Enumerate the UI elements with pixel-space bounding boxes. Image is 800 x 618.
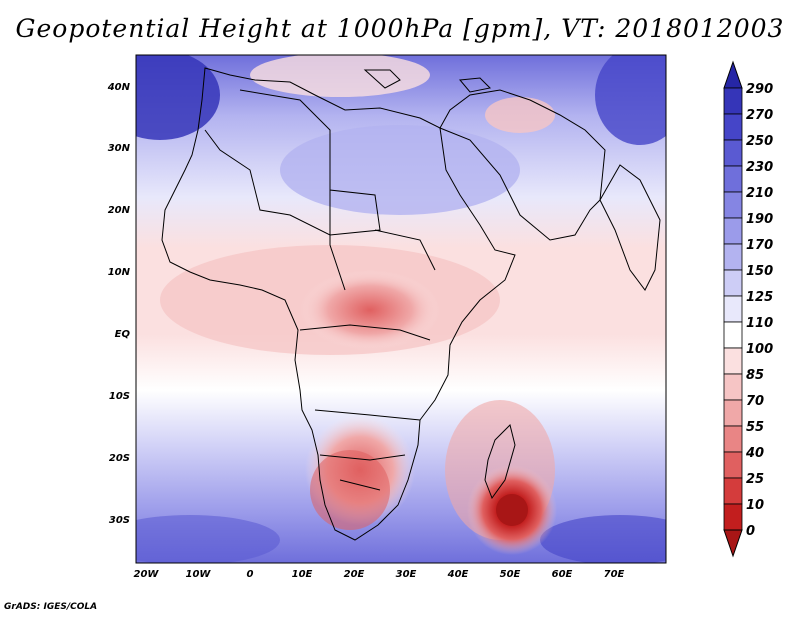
lat-label: EQ	[115, 329, 131, 340]
lon-label: 0	[247, 569, 254, 580]
colorbar-label: 55	[746, 420, 764, 435]
coastlines	[161, 67, 661, 541]
colorbar-segment	[723, 347, 743, 375]
lat-label: 40N	[107, 82, 131, 93]
colorbar: 2902702502302101901701501251101008570554…	[723, 60, 773, 558]
lon-label: 10E	[292, 569, 313, 580]
lat-label: 30N	[108, 143, 131, 154]
colorbar-segment	[723, 451, 743, 479]
latitude-axis: 40N 30N 20N 10N EQ 10S 20S 30S	[107, 82, 131, 526]
map-title: Geopotential Height at 1000hPa [gpm], VT…	[15, 14, 785, 43]
colorbar-segment	[723, 399, 743, 427]
lon-label: 60E	[552, 569, 573, 580]
colorbar-label: 125	[746, 290, 773, 305]
lon-label: 20W	[134, 569, 160, 580]
lat-label: 10S	[109, 391, 130, 402]
colorbar-label: 210	[746, 186, 773, 201]
colorbar-segment	[723, 243, 743, 271]
colorbar-label: 150	[746, 264, 773, 279]
colorbar-segment	[723, 87, 743, 115]
colorbar-top-arrow	[723, 60, 743, 89]
colorbar-segment	[723, 217, 743, 245]
colorbar-label: 0	[746, 524, 755, 539]
colorbar-segment	[723, 477, 743, 505]
colorbar-segment	[723, 425, 743, 453]
colorbar-segment	[723, 139, 743, 167]
colorbar-label: 85	[746, 368, 764, 383]
lat-label: 30S	[109, 515, 130, 526]
grads-credit: GrADS: IGES/COLA	[4, 602, 98, 612]
lon-label: 10W	[186, 569, 212, 580]
colorbar-label: 290	[746, 82, 773, 97]
colorbar-segment	[723, 503, 743, 531]
lon-label: 40E	[447, 569, 469, 580]
lat-label: 20S	[109, 453, 130, 464]
colorbar-segment	[723, 269, 743, 297]
colorbar-label: 110	[746, 316, 773, 331]
colorbar-label: 100	[746, 342, 773, 357]
colorbar-label: 25	[746, 472, 764, 487]
colorbar-label: 190	[746, 212, 773, 227]
colorbar-label: 270	[746, 108, 773, 123]
lat-label: 20N	[108, 205, 131, 216]
colorbar-segment	[723, 191, 743, 219]
plot-frame	[135, 54, 667, 564]
colorbar-label: 170	[746, 238, 773, 253]
colorbar-segment	[723, 373, 743, 401]
colorbar-segment	[723, 321, 743, 349]
colorbar-label: 10	[746, 498, 764, 513]
colorbar-label: 70	[746, 394, 764, 409]
height-field	[136, 55, 666, 563]
colorbar-bottom-arrow	[723, 529, 743, 558]
colorbar-label: 40	[745, 446, 764, 461]
colorbar-segment	[723, 295, 743, 323]
longitude-axis: 20W 10W 0 10E 20E 30E 40E 50E 60E 70E	[134, 569, 625, 580]
colorbar-label: 250	[746, 134, 773, 149]
colorbar-segment	[723, 113, 743, 141]
lon-label: 30E	[396, 569, 417, 580]
colorbar-segment	[723, 165, 743, 193]
colorbar-label: 230	[746, 160, 773, 175]
lon-label: 20E	[344, 569, 365, 580]
lon-label: 70E	[604, 569, 625, 580]
lat-label: 10N	[108, 267, 131, 278]
lon-label: 50E	[500, 569, 521, 580]
